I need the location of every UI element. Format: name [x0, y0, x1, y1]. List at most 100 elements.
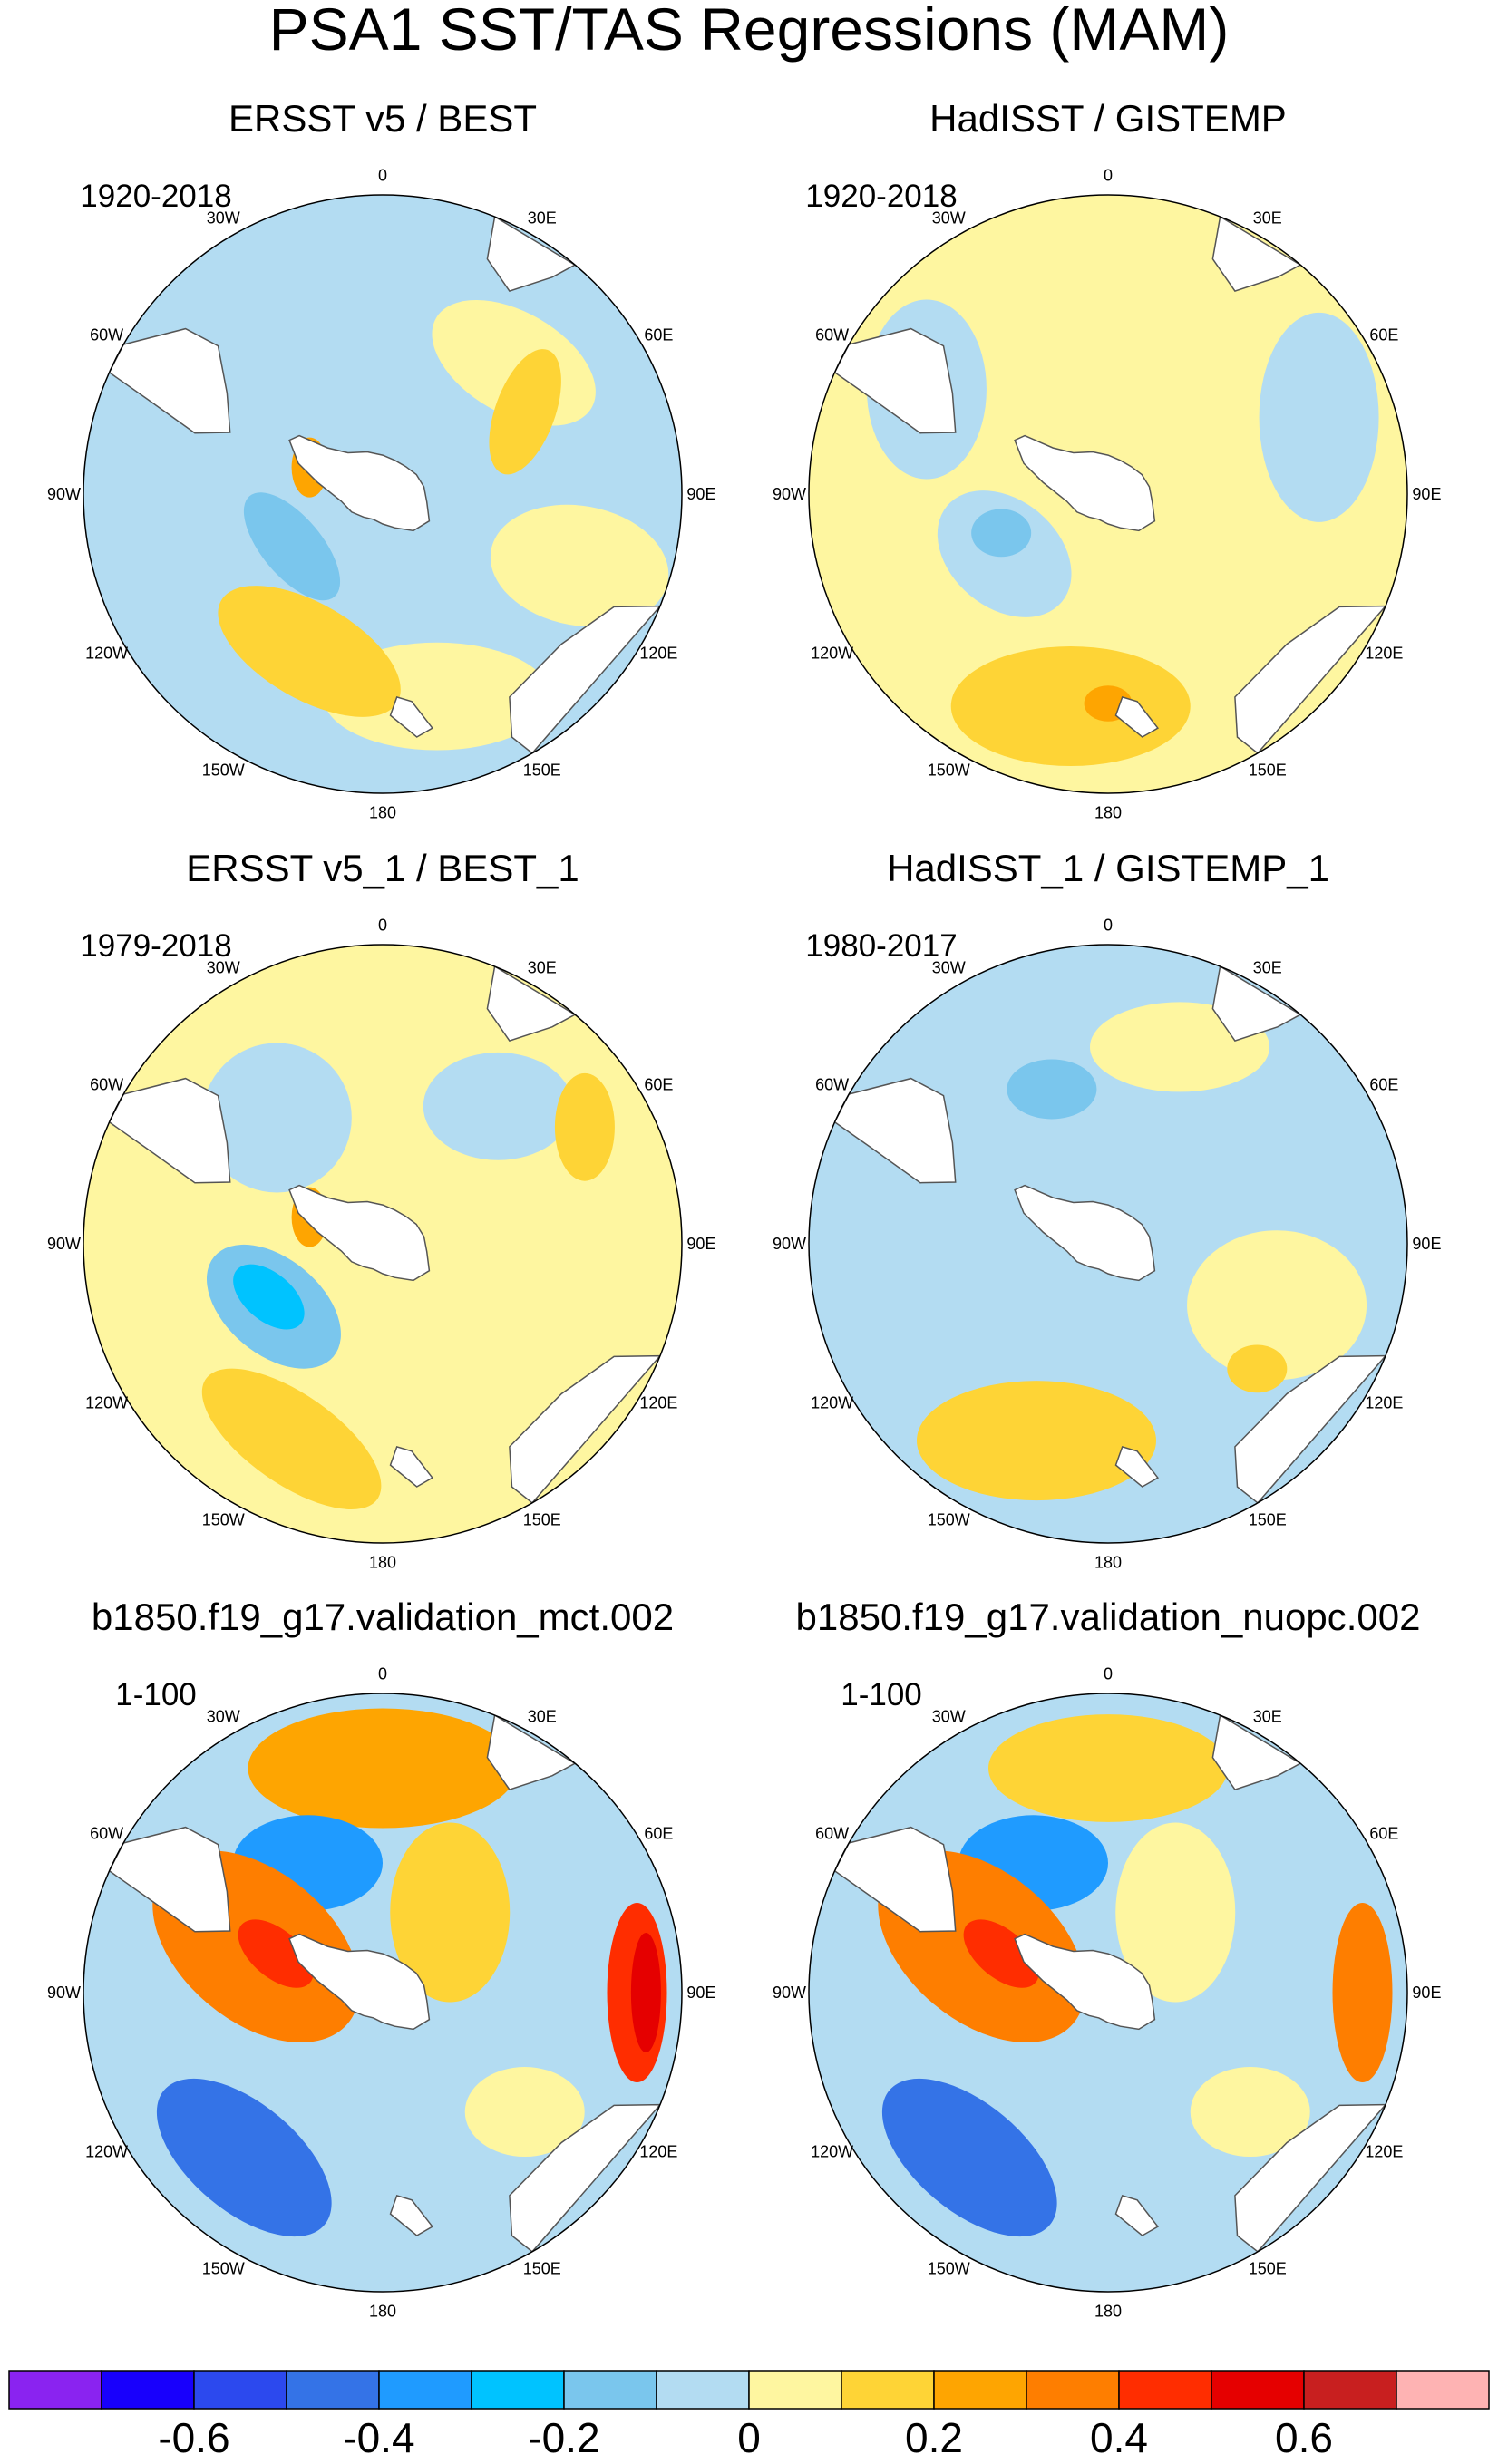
anomaly-contour — [971, 509, 1032, 558]
anomaly-contour — [1332, 1903, 1393, 2082]
south-america-landmass — [833, 1077, 957, 1184]
regression-field — [809, 945, 1407, 1543]
anomaly-contour — [490, 504, 669, 627]
longitude-label: 90W — [47, 1984, 81, 2002]
longitude-label: 60E — [644, 1824, 673, 1842]
longitude-label: 60E — [644, 1075, 673, 1093]
longitude-label: 120W — [811, 1394, 853, 1412]
anomaly-contour — [218, 586, 401, 717]
colorbar-swatch — [841, 2370, 935, 2410]
new-zealand-landmass — [389, 2194, 434, 2236]
new-zealand-landmass — [1114, 1445, 1160, 1488]
longitude-label: 120E — [639, 645, 677, 663]
africa-landmass — [486, 215, 577, 292]
map-panel: b1850.f19_g17.validation_nuopc.002 1-100 0… — [773, 1596, 1441, 2320]
anomaly-contour — [1259, 312, 1379, 522]
longitude-label: 180 — [1094, 2302, 1122, 2320]
anomaly-contour — [423, 1052, 573, 1160]
longitude-label: 60E — [1369, 1824, 1398, 1842]
longitude-label: 90E — [686, 1235, 715, 1253]
africa-landmass — [1211, 1713, 1302, 1790]
longitude-label: 60W — [815, 1075, 849, 1093]
colorbar-swatch — [101, 2370, 195, 2410]
longitude-label: 150W — [928, 761, 970, 779]
longitude-label: 120W — [811, 2143, 853, 2161]
africa-landmass — [486, 965, 577, 1042]
anomaly-contour — [1187, 1230, 1367, 1381]
period-label: 1979-2018 — [80, 928, 231, 964]
panel-title: HadISST_1 / GISTEMP_1 — [887, 847, 1329, 889]
longitude-label: 120E — [1365, 1394, 1403, 1412]
anomaly-contour — [1190, 2067, 1310, 2158]
map-boundary — [83, 194, 683, 794]
longitude-label: 90W — [773, 485, 806, 503]
regression-field — [809, 1693, 1407, 2292]
longitude-label: 90W — [47, 485, 81, 503]
longitude-label: 30W — [932, 1708, 966, 1726]
map-panel: HadISST / GISTEMP 1920-2018 0 30E 60E 90E 120E… — [773, 97, 1441, 821]
longitude-label: 0 — [378, 917, 387, 935]
longitude-label: 120W — [85, 645, 128, 663]
south-america-landmass — [108, 1077, 231, 1184]
new-zealand-landmass — [389, 695, 434, 738]
colorbar-swatch — [748, 2370, 842, 2410]
longitude-label: 180 — [369, 1553, 396, 1571]
anomaly-contour — [988, 1714, 1228, 1822]
longitude-label: 120E — [639, 2143, 677, 2161]
longitude-label: 90W — [47, 1235, 81, 1253]
figure-title: PSA1 SST/TAS Regressions (MAM) — [269, 0, 1230, 63]
colorbar-tick-label: -0.6 — [158, 2414, 229, 2461]
longitude-label: 90E — [686, 1984, 715, 2002]
antarctica-landmass — [288, 1184, 431, 1282]
regression-field — [809, 195, 1407, 793]
period-label: 1920-2018 — [80, 179, 231, 214]
anomaly-contour — [238, 1919, 314, 1988]
colorbar: -0.6 -0.4 -0.2 0 0.2 0.4 0.6 — [8, 2370, 1490, 2461]
anomaly-contour — [630, 1933, 661, 2052]
longitude-label: 150W — [928, 1510, 970, 1528]
longitude-label: 150W — [928, 2259, 970, 2277]
longitude-label: 90E — [686, 485, 715, 503]
map-boundary — [808, 944, 1408, 1544]
colorbar-tick-label: 0.6 — [1275, 2414, 1333, 2461]
south-america-landmass — [833, 1826, 957, 1933]
longitude-label: 150W — [202, 761, 245, 779]
anomaly-contour — [233, 1264, 305, 1330]
longitude-label: 60E — [1369, 1075, 1398, 1093]
antarctica-landmass — [1014, 434, 1156, 532]
colorbar-tick-label: 0.4 — [1090, 2414, 1148, 2461]
longitude-label: 180 — [1094, 803, 1122, 821]
anomaly-contour — [916, 1381, 1156, 1501]
longitude-label: 120E — [1365, 645, 1403, 663]
longitude-label: 90W — [773, 1984, 806, 2002]
anomaly-contour — [1115, 1822, 1236, 2003]
longitude-label: 0 — [1104, 167, 1113, 185]
longitude-label: 120E — [639, 1394, 677, 1412]
colorbar-swatch — [563, 2370, 657, 2410]
panel-title: b1850.f19_g17.validation_mct.002 — [92, 1596, 674, 1638]
longitude-label: 90E — [1412, 1984, 1441, 2002]
antarctica-landmass — [288, 434, 431, 532]
anomaly-contour — [390, 1822, 511, 2003]
longitude-label: 120W — [811, 645, 853, 663]
longitude-label: 0 — [1104, 917, 1113, 935]
map-boundary — [83, 944, 683, 1544]
period-label: 1-100 — [841, 1677, 922, 1712]
map-panel: b1850.f19_g17.validation_mct.002 1-100 0 30… — [47, 1596, 715, 2320]
longitude-label: 30W — [207, 959, 240, 977]
longitude-label: 150W — [202, 1510, 245, 1528]
anomaly-contour — [156, 2078, 332, 2237]
period-label: 1980-2017 — [805, 928, 957, 964]
panel-title: ERSST v5_1 / BEST_1 — [186, 847, 579, 889]
colorbar-swatch — [378, 2370, 472, 2410]
longitude-label: 150E — [523, 761, 561, 779]
longitude-label: 120W — [85, 1394, 128, 1412]
map-panel: ERSST v5 / BEST 1920-2018 0 30E 60E 90E 120E 15… — [47, 97, 715, 821]
longitude-label: 60W — [815, 1824, 849, 1842]
colorbar-swatch — [1118, 2370, 1212, 2410]
new-zealand-landmass — [1114, 695, 1160, 738]
longitude-label: 60W — [90, 325, 123, 344]
longitude-label: 150W — [202, 2259, 245, 2277]
panel-title: HadISST / GISTEMP — [929, 97, 1287, 140]
